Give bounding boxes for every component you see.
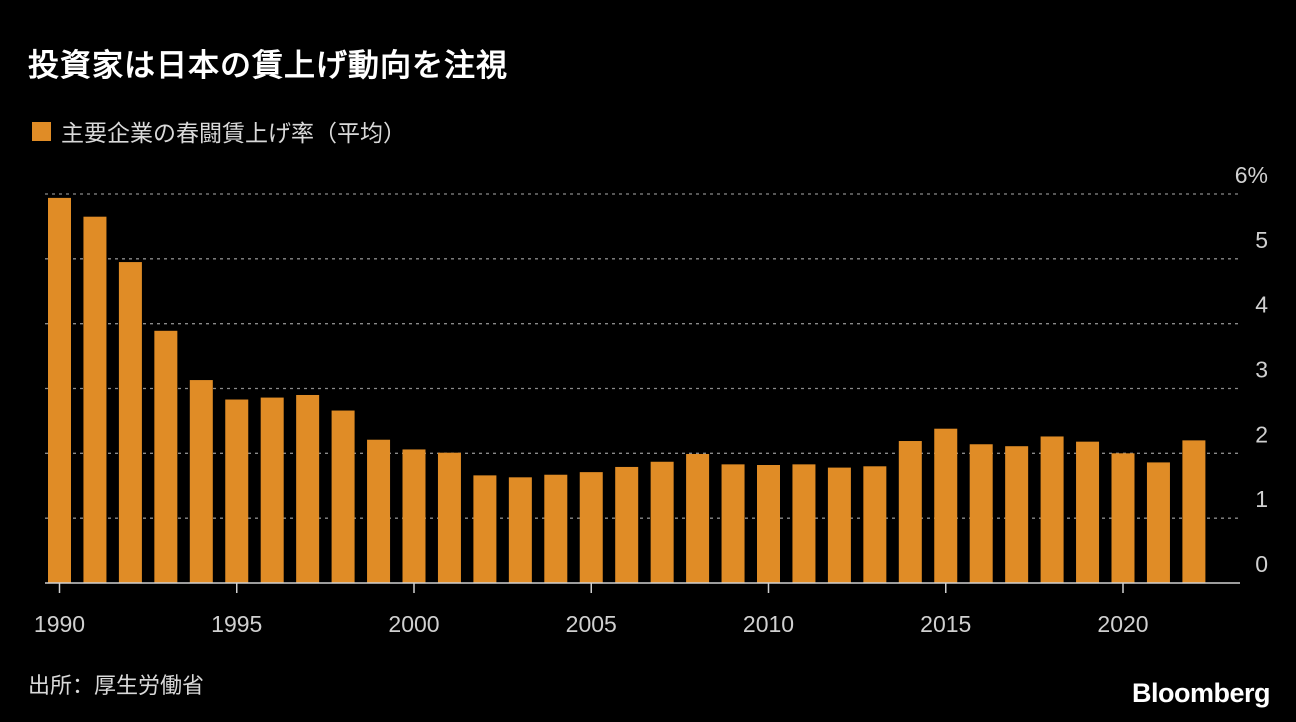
y-axis-ticks: 0 1 2 3 4 5 6% <box>1235 162 1268 577</box>
bar-2011 <box>792 464 816 583</box>
bar-2020 <box>1111 453 1135 583</box>
bar-2008 <box>686 453 710 583</box>
bar-2022 <box>1182 440 1206 583</box>
bars <box>48 197 1206 584</box>
x-tick-label: 2010 <box>743 611 794 637</box>
legend-swatch <box>32 121 51 141</box>
source-note: 出所：厚生労働省 <box>28 674 205 699</box>
y-tick-label: 5 <box>1255 227 1268 253</box>
y-tick-label: 4 <box>1255 292 1268 318</box>
bar-2006 <box>615 466 639 583</box>
bar-1996 <box>260 397 284 583</box>
bar-2004 <box>544 474 568 583</box>
x-axis-ticks: 1990 1995 2000 2005 2010 2015 2020 <box>34 583 1149 637</box>
y-tick-label: 1 <box>1255 486 1268 512</box>
bar-2005 <box>579 472 603 583</box>
bar-2018 <box>1040 436 1064 583</box>
x-tick-label: 1990 <box>34 611 85 637</box>
bar-2014 <box>898 441 922 583</box>
bar-1993 <box>154 330 178 583</box>
y-tick-label: 2 <box>1255 421 1268 447</box>
bar-1999 <box>367 439 391 583</box>
bar-2013 <box>863 466 887 583</box>
x-tick-label: 1995 <box>211 611 262 637</box>
bar-1992 <box>118 262 142 583</box>
y-tick-label: 6% <box>1235 162 1268 188</box>
bloomberg-logo: Bloomberg <box>1131 678 1271 708</box>
bar-2012 <box>827 467 851 583</box>
bar-2000 <box>402 449 426 583</box>
x-tick-label: 2020 <box>1097 611 1148 637</box>
x-tick-label: 2015 <box>920 611 971 637</box>
legend-label: 主要企業の春闘賃上げ率（平均） <box>61 121 406 147</box>
bar-2021 <box>1146 462 1170 583</box>
bar-2017 <box>1005 446 1029 583</box>
bar-2015 <box>934 428 958 583</box>
chart-title: 投資家は日本の賃上げ動向を注視 <box>28 48 508 84</box>
bar-2003 <box>508 477 532 583</box>
bar-2019 <box>1076 441 1100 583</box>
x-tick-label: 2005 <box>566 611 617 637</box>
bar-1990 <box>48 197 71 583</box>
bar-1998 <box>331 410 355 583</box>
bar-2009 <box>721 464 745 583</box>
y-tick-label: 0 <box>1255 551 1268 577</box>
bar-2016 <box>969 444 993 583</box>
bar-1995 <box>225 399 249 583</box>
bar-2007 <box>650 461 674 583</box>
bar-2002 <box>473 475 497 583</box>
y-tick-label: 3 <box>1255 357 1268 383</box>
bar-1994 <box>189 380 213 583</box>
bar-2001 <box>437 452 461 583</box>
bar-2010 <box>757 465 780 583</box>
legend: 主要企業の春闘賃上げ率（平均） <box>32 114 406 148</box>
bar-1991 <box>83 216 107 584</box>
x-tick-label: 2000 <box>388 611 439 637</box>
bar-1997 <box>296 394 320 583</box>
